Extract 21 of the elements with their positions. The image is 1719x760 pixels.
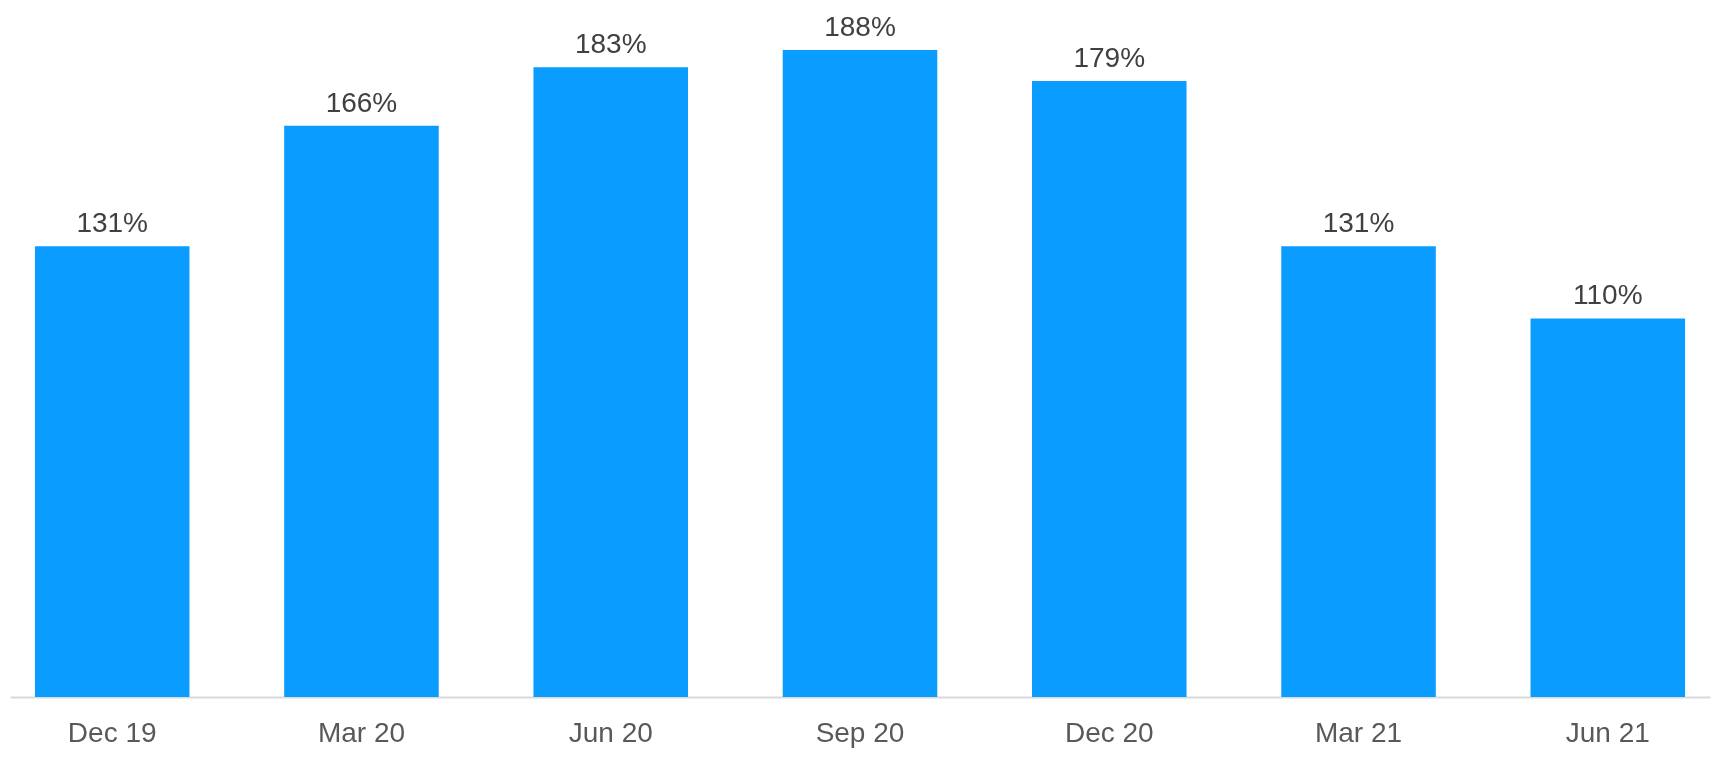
x-tick-label: Jun 20 <box>568 716 653 748</box>
bar <box>34 246 190 697</box>
data-label: 166% <box>325 86 398 118</box>
x-tick-label: Dec 19 <box>67 716 157 748</box>
bar <box>284 125 439 697</box>
bar <box>533 67 689 697</box>
data-label: 131% <box>1322 207 1395 239</box>
x-tick-label: Jun 21 <box>1565 716 1650 748</box>
bar <box>1281 246 1436 697</box>
x-tick-label: Mar 21 <box>1314 716 1403 748</box>
bar <box>1530 318 1686 697</box>
data-label: 131% <box>76 207 149 239</box>
x-tick-label: Dec 20 <box>1064 716 1154 748</box>
data-label: 183% <box>574 28 647 60</box>
x-tick-label: Sep 20 <box>815 716 905 748</box>
data-label: 110% <box>1573 279 1643 311</box>
data-label: 188% <box>824 11 896 42</box>
x-tick-label: Mar 20 <box>317 716 406 748</box>
bar <box>782 50 938 697</box>
bar <box>1031 80 1187 697</box>
data-label: 179% <box>1073 41 1146 73</box>
